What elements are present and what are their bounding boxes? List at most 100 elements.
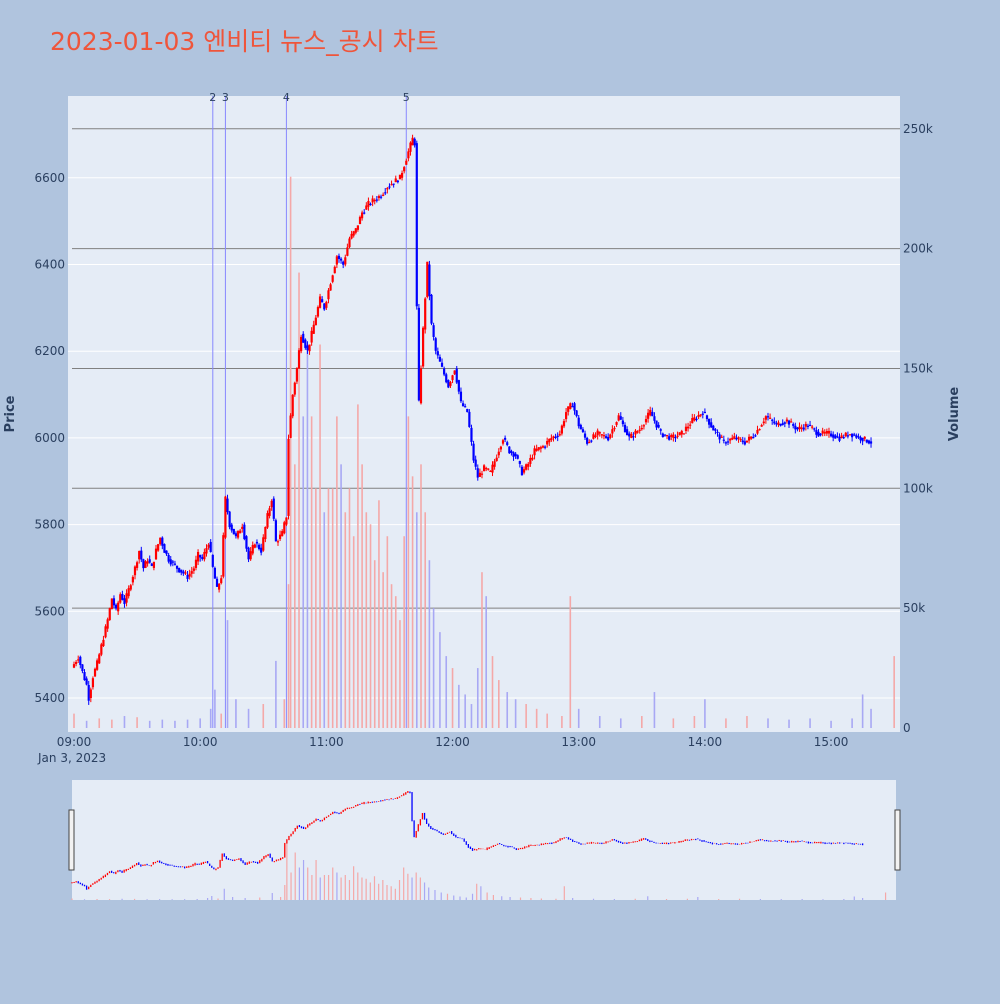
candle-body [712, 425, 715, 431]
candle-body [432, 325, 435, 337]
candle-body [705, 415, 709, 420]
volume-tick-label: 200k [903, 242, 933, 256]
candle-body [148, 559, 151, 563]
candle-body [796, 427, 799, 430]
volume-bar [506, 692, 509, 728]
volume-bar [262, 704, 265, 728]
volume-bar [340, 464, 342, 728]
candle-body [499, 446, 503, 450]
candle-body [697, 415, 700, 418]
volume-bar [746, 716, 748, 728]
slider-volume-bar [434, 890, 436, 900]
volume-bar [693, 716, 696, 728]
candle-body [579, 424, 582, 430]
candle-body [87, 684, 90, 701]
candle-body [804, 423, 807, 427]
candle-body [853, 434, 856, 436]
candle-body [455, 368, 458, 383]
volume-bar [407, 416, 410, 728]
slider-volume-bar [369, 882, 371, 900]
price-tick-label: 5600 [34, 604, 65, 618]
volume-bar [247, 708, 250, 728]
candle-body [138, 550, 141, 560]
candle-body [857, 436, 860, 438]
candle-body [819, 433, 822, 436]
candle-body [98, 654, 101, 664]
candle-body [339, 258, 343, 261]
candle-body [741, 440, 744, 443]
volume-bar [481, 572, 483, 728]
volume-bar [315, 488, 317, 728]
candle-body [552, 436, 555, 438]
slider-volume-bar [759, 899, 762, 900]
candle-body [659, 429, 662, 431]
volume-bar [725, 718, 727, 728]
candle-body [419, 368, 423, 404]
candle-body [518, 461, 521, 464]
price-tick-label: 6000 [34, 431, 65, 445]
candle-body [863, 436, 866, 439]
candle-body [583, 433, 587, 438]
candle-body [550, 437, 553, 441]
candle-body [163, 544, 166, 553]
slider-volume-bar [96, 899, 98, 900]
candle-body [766, 416, 770, 418]
slider-volume-bar [486, 892, 488, 900]
candle-body [676, 435, 679, 437]
volume-bar [394, 596, 397, 728]
candle-body [302, 333, 305, 343]
candle-body [644, 418, 648, 423]
candle-body [104, 626, 107, 638]
candle-body [293, 382, 296, 395]
candle-body [289, 415, 292, 438]
candle-body [186, 574, 189, 579]
volume-bar [390, 584, 393, 728]
candle-body [470, 427, 473, 442]
candle-body [638, 429, 641, 431]
range-slider[interactable] [72, 780, 896, 900]
candle-body [449, 382, 452, 386]
range-slider-left-handle[interactable] [68, 809, 75, 871]
candle-body [253, 544, 256, 548]
volume-bar [319, 344, 321, 728]
volume-bar [485, 596, 487, 728]
volume-bar [336, 416, 338, 728]
candle-body [737, 437, 740, 439]
candle-body [447, 380, 450, 388]
slider-volume-bar [697, 897, 699, 900]
time-tick-labels: 09:00 10:00 11:00 12:00 13:00 14:00 15:00 [57, 735, 849, 749]
candle-body [188, 573, 191, 577]
candle-body [527, 463, 530, 467]
candle-body [117, 602, 120, 612]
time-tick-label: 09:00 [57, 735, 92, 749]
candle-body [691, 418, 694, 424]
candle-body [821, 430, 824, 434]
candle-body [266, 513, 269, 528]
volume-bar [98, 718, 101, 728]
candle-body [260, 547, 263, 553]
candle-body [491, 464, 494, 473]
range-slider-right-handle[interactable] [894, 809, 901, 871]
chart-title: 2023-01-03 엔비티 뉴스_공시 차트 [50, 27, 439, 56]
candle-body [508, 446, 511, 454]
candle-body [241, 526, 244, 529]
volume-bar [378, 500, 380, 728]
candle-body [199, 554, 202, 558]
slider-volume-bar [419, 877, 421, 900]
candle-body [239, 530, 242, 534]
volume-bar [546, 713, 548, 728]
candle-body [236, 530, 240, 538]
candle-body [577, 417, 580, 427]
slider-volume-bar [361, 877, 363, 900]
candle-body [647, 412, 650, 419]
main-plot-area[interactable] [68, 96, 900, 732]
volume-axis-title: Volume [947, 387, 962, 442]
candle-body [621, 420, 624, 425]
candle-body [297, 350, 301, 369]
candle-body [314, 317, 317, 326]
candle-body [100, 644, 103, 655]
volume-bar [275, 660, 277, 728]
candle-body [663, 434, 667, 436]
candle-body [451, 375, 454, 381]
candle-body [182, 571, 185, 574]
